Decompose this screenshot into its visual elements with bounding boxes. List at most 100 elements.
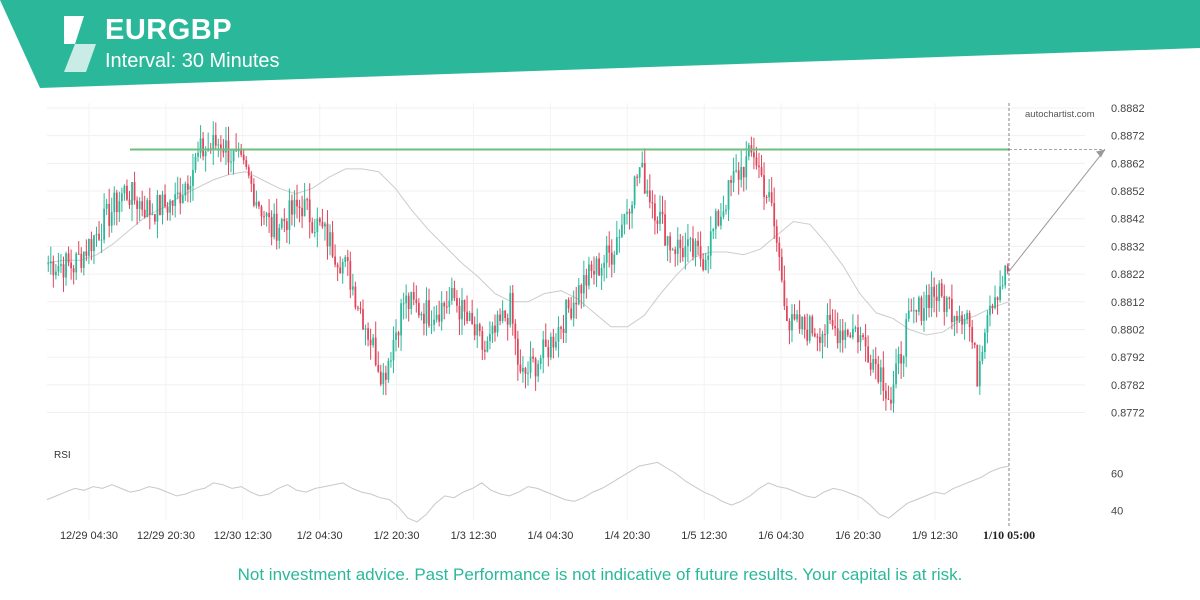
candle-body [575, 302, 578, 305]
candle-body [161, 194, 164, 216]
candle-body [641, 162, 644, 168]
candle-body [252, 183, 255, 206]
y-tick-label: 0.8882 [1111, 103, 1145, 115]
candle-body [126, 185, 128, 200]
candle-body [887, 398, 890, 400]
y-tick-label: 0.8832 [1111, 241, 1145, 253]
candle-body [504, 310, 507, 319]
candle-body [532, 356, 534, 359]
candle-body [656, 220, 659, 224]
candle-body [407, 295, 410, 309]
candle-body [844, 330, 847, 340]
candle-body [783, 280, 786, 307]
candle-body [664, 214, 666, 246]
candle-body [737, 170, 740, 180]
candle-body [854, 327, 857, 329]
candle-body [816, 336, 819, 338]
candle-body [486, 341, 489, 352]
candle-body [237, 150, 240, 152]
y-tick-label: 0.8862 [1111, 158, 1145, 170]
candle-body [549, 336, 552, 358]
candle-body [923, 308, 925, 321]
candle-body [275, 213, 278, 241]
y-tick-label: 0.8872 [1111, 131, 1145, 143]
candle-body [392, 339, 395, 361]
candle-body [983, 332, 986, 352]
candle-body [890, 399, 892, 404]
candle-body [623, 213, 626, 225]
candle-body [775, 226, 778, 243]
candle-body [900, 354, 903, 364]
candle-body [524, 367, 527, 374]
candle-body [882, 367, 885, 391]
candle-body [148, 200, 151, 215]
candle-body [940, 283, 943, 297]
disclaimer-text: Not investment advice. Past Performance … [237, 565, 963, 584]
candle-body [557, 327, 560, 342]
candle-body [458, 305, 461, 320]
candle-body [1006, 265, 1009, 272]
x-tick-label: 1/3 12:30 [451, 530, 497, 542]
candle-body [755, 157, 758, 166]
candle-body [1001, 285, 1004, 287]
candle-body [283, 218, 286, 222]
candle-body [976, 345, 979, 387]
candle-body [953, 316, 956, 323]
candle-body [336, 264, 339, 268]
candle-body [808, 316, 811, 341]
candle-body [966, 312, 969, 320]
candle-body [646, 190, 649, 194]
y-tick-label: 0.8822 [1111, 269, 1145, 281]
candle-body [585, 275, 588, 286]
candle-body [351, 286, 354, 290]
chart-axes: 0.8882 0.8872 0.8862 0.8852 0.8842 0.8832 0.88… [60, 103, 1145, 542]
moving-average-line [46, 168, 1010, 336]
candle-body [895, 363, 897, 385]
candle-body [159, 194, 161, 216]
candle-body [958, 315, 961, 321]
candle-body [313, 232, 316, 234]
candle-body [534, 358, 537, 377]
candle-body [961, 315, 963, 325]
candle-body [82, 251, 85, 268]
candle-body [760, 167, 763, 176]
candle-body [321, 222, 324, 227]
candle-body [151, 214, 154, 216]
candle-body [621, 224, 623, 237]
candle-body [552, 336, 555, 348]
candle-body [717, 211, 720, 226]
candle-body [978, 360, 981, 387]
candle-body [529, 356, 532, 373]
candle-body [702, 259, 705, 271]
candle-body [453, 288, 456, 299]
candle-body [712, 228, 715, 232]
candle-body [402, 303, 405, 305]
candle-body [704, 259, 707, 271]
candle-body [514, 323, 517, 339]
candle-body [164, 194, 166, 207]
candle-body [113, 192, 116, 213]
candle-body [80, 253, 83, 268]
candle-body [410, 292, 413, 309]
candle-body [483, 349, 486, 352]
candle-body [831, 319, 834, 326]
candle-body [727, 180, 730, 210]
candle-body [806, 329, 809, 341]
candle-body [420, 313, 423, 316]
candle-body [242, 154, 245, 161]
candle-body [699, 246, 702, 260]
candle-body [638, 167, 641, 178]
candle-body [516, 338, 519, 365]
projection-arrow-line [1008, 149, 1106, 272]
candle-body [885, 390, 887, 399]
candle-body [798, 314, 801, 330]
candle-body [994, 297, 996, 309]
candle-body [633, 176, 636, 205]
candle-body [110, 212, 113, 226]
candle-body [626, 211, 628, 214]
candle-body [930, 286, 933, 308]
autochartist-logo-icon [64, 16, 96, 72]
candle-body [298, 206, 301, 208]
candle-body [720, 216, 722, 226]
candle-body [245, 160, 248, 167]
